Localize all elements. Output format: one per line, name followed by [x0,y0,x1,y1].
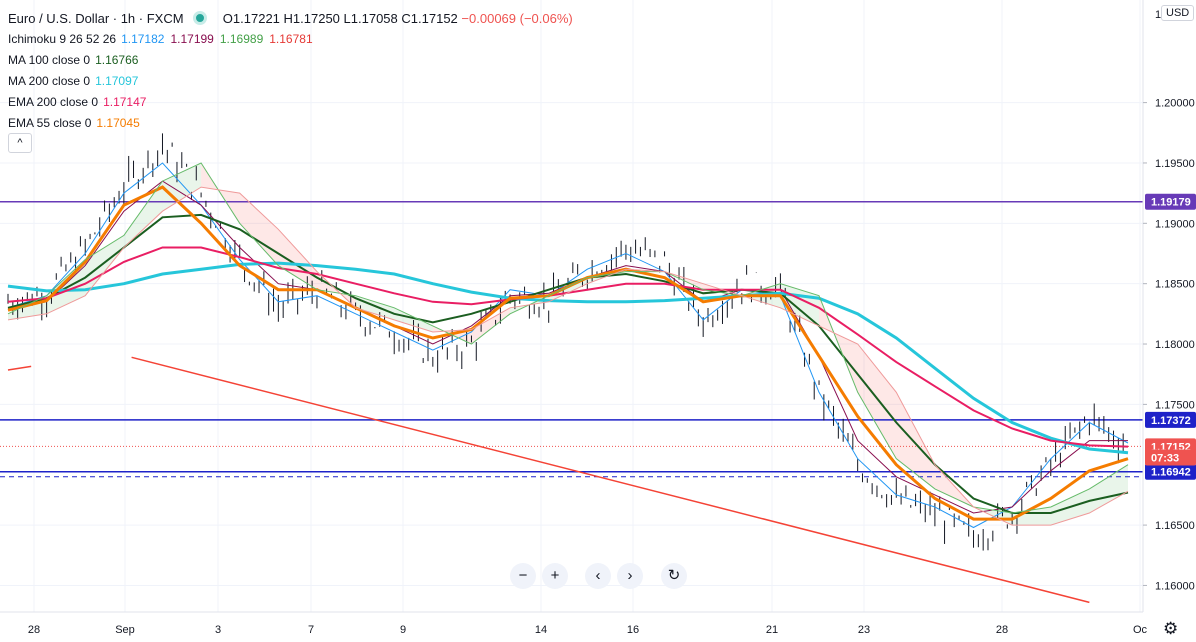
indicator-label: MA 100 close 0 [8,53,91,67]
y-tick-label-partial: 1 [1155,9,1161,21]
x-tick-label: 28 [996,624,1008,636]
series-line-ichimoku-conversion [7,162,1129,529]
current-price-tag-bg [1145,449,1196,466]
x-tick-label: 9 [400,624,406,636]
indicator-row[interactable]: MA 200 close 0 1.17097 [8,71,573,92]
level-price-tag-bg [1145,463,1196,480]
indicator-value: 1.17147 [103,95,147,109]
indicator-label: EMA 55 close 0 [8,116,92,130]
ichimoku-cloud-segment [857,344,897,459]
indicator-row[interactable]: Ichimoku 9 26 52 26 1.17182 1.17199 1.16989… [8,29,573,50]
x-tick-label: 28 [28,624,40,636]
indicator-row[interactable]: MA 100 close 0 1.16766 [8,50,573,71]
series-line-ma-200 [7,261,1129,455]
y-tick-label: 1.20000 [1155,98,1195,110]
currency-button[interactable]: USD [1161,5,1195,21]
market-status-icon [193,11,208,25]
y-tick-label: 1.19500 [1155,158,1195,170]
x-tick-label: 16 [627,624,639,636]
level-price-tag-bg [1145,411,1196,428]
indicator-row[interactable]: EMA 200 close 0 1.17147 [8,92,573,113]
open-value: O1.17221 [222,11,280,26]
time-axis-background [0,612,1196,642]
series-line-senkou-span-b [7,186,1129,526]
y-tick-label: 1.17500 [1155,399,1195,411]
chart-legend: Euro / U.S. Dollar · 1h · FXCM O1.17221 … [8,8,573,134]
x-tick-label: 21 [766,624,778,636]
symbol-title: Euro / U.S. Dollar · 1h · FXCM [8,11,184,26]
low-value: L1.17058 [343,11,398,26]
zoom-in-button[interactable]: + [542,563,568,589]
ichimoku-cloud-segment [123,181,163,248]
trend-line [7,365,32,371]
level-price-tag: 1.19179 [1151,197,1191,209]
price-axis-background [1143,0,1196,642]
series-line-ichimoku-base [7,180,1128,514]
ichimoku-cloud-segment [85,235,124,296]
level-price-tag: 1.16942 [1151,467,1191,479]
ichimoku-cloud-segment [1012,506,1051,526]
y-tick-label: 1.18000 [1155,339,1195,351]
ichimoku-cloud-segment [896,392,935,489]
indicator-value: 1.16781 [269,32,313,46]
symbol-row: Euro / U.S. Dollar · 1h · FXCM O1.17221 … [8,8,573,29]
zoom-out-button[interactable]: − [510,563,536,589]
y-tick-label: 1.16500 [1155,520,1195,532]
series-line-ema-200 [7,246,1129,448]
indicator-value: 1.17199 [170,32,214,46]
scroll-right-button[interactable]: › [617,563,643,589]
current-price-tag: 07:33 [1151,452,1179,464]
x-tick-label: 3 [215,624,221,636]
change-value: −0.00069 (−0.06%) [461,11,573,26]
indicator-value: 1.17045 [96,116,140,130]
x-tick-label: 14 [535,624,547,636]
indicator-value: 1.16989 [219,32,264,46]
series-line-senkou-span-a [7,162,1129,514]
x-tick-label: 7 [308,624,314,636]
ichimoku-cloud-segment [278,229,317,290]
ichimoku-cloud-segment [162,162,202,212]
y-tick-label: 1.16000 [1155,580,1195,592]
x-tick-label: Oc [1133,624,1148,636]
level-price-tag-bg [1145,193,1196,210]
x-tick-label: Sep [115,624,135,636]
reset-chart-button[interactable]: ↻ [661,563,687,589]
settings-gear-icon[interactable]: ⚙ [1163,619,1179,638]
ichimoku-cloud-segment [394,307,433,332]
indicator-value: 1.17182 [121,32,165,46]
indicator-label: MA 200 close 0 [8,74,91,88]
y-tick-label: 1.18500 [1155,279,1195,291]
collapse-legend-button[interactable]: ^ [8,133,32,153]
trend-line [131,356,1090,604]
indicator-value: 1.17097 [95,74,139,88]
indicator-value: 1.16766 [95,53,139,67]
level-price-tag: 1.17372 [1151,415,1191,427]
scroll-left-button[interactable]: ‹ [585,563,611,589]
close-value: C1.17152 [401,11,458,26]
indicator-label: Ichimoku 9 26 52 26 [8,32,117,46]
indicator-row[interactable]: EMA 55 close 0 1.17045 [8,113,573,134]
indicator-label: EMA 200 close 0 [8,95,99,109]
x-tick-label: 23 [858,624,870,636]
ohlc-values: O1.17221 H1.17250 L1.17058 C1.17152 −0.0… [223,11,573,26]
high-value: H1.17250 [283,11,340,26]
y-tick-label: 1.19000 [1155,218,1195,230]
